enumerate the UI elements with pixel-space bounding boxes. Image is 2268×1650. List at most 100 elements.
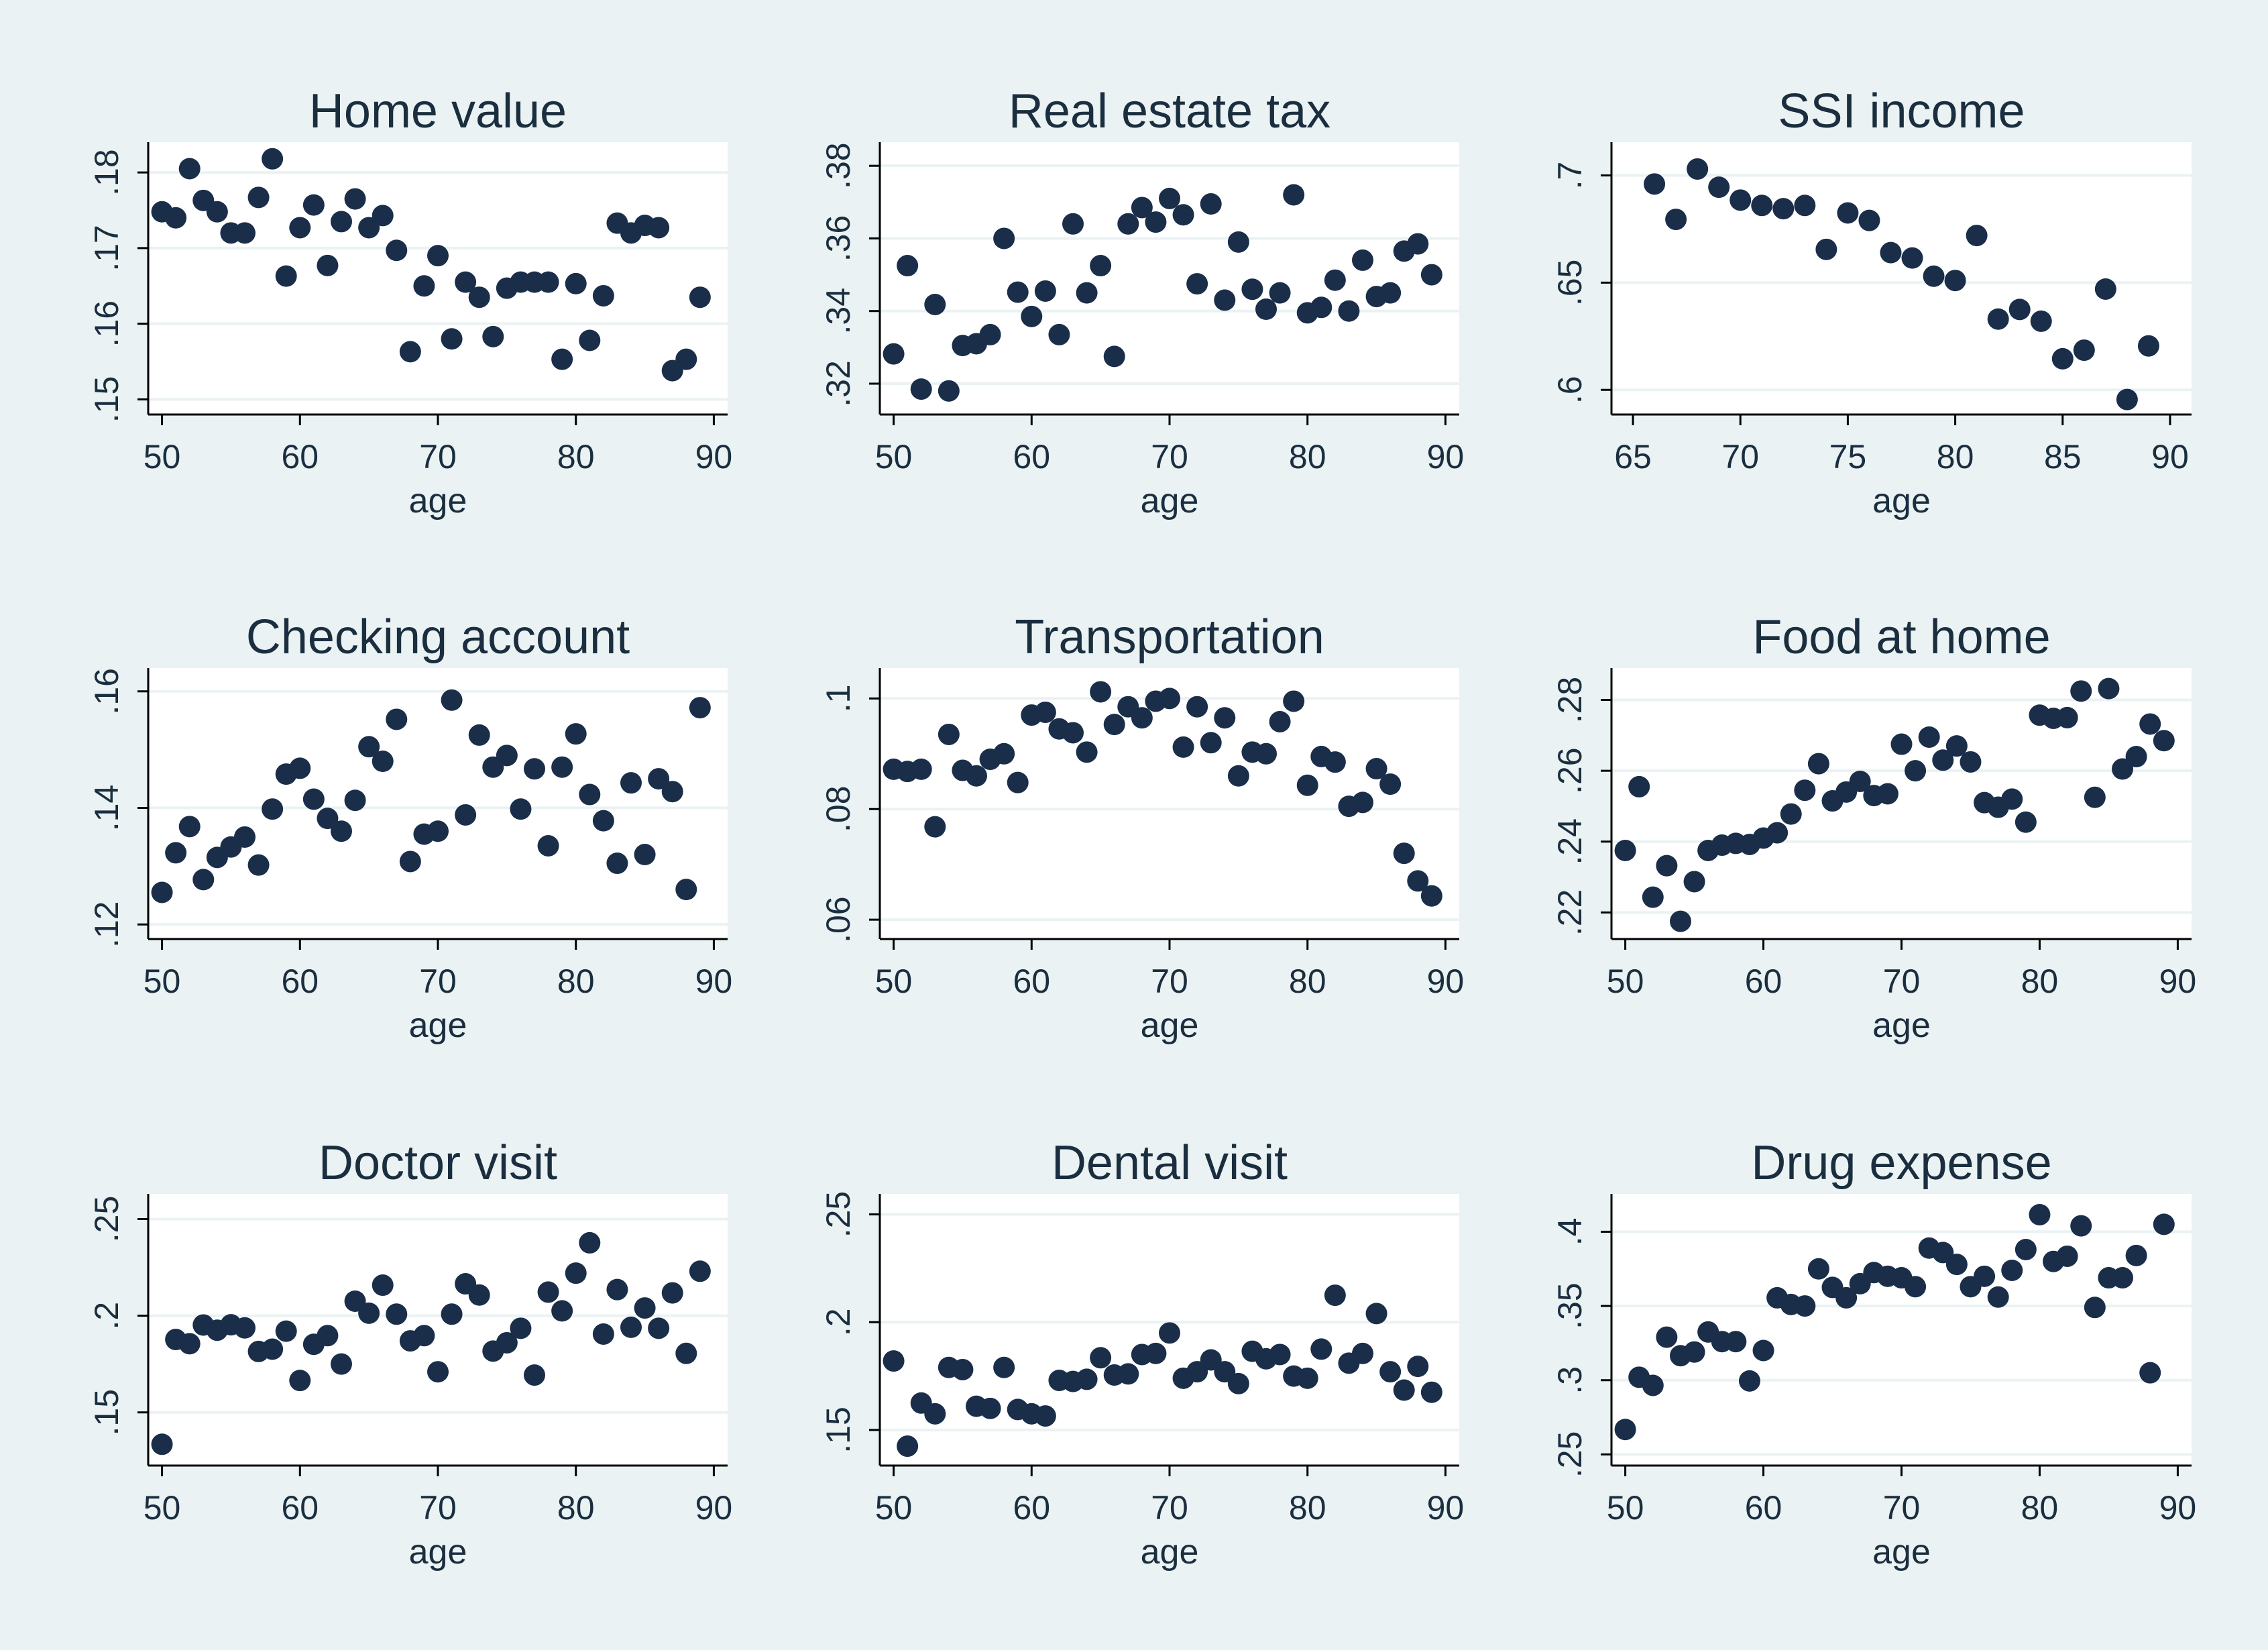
- data-point: [1227, 1372, 1249, 1394]
- data-point: [1794, 779, 1816, 802]
- data-point: [2139, 713, 2161, 735]
- y-tick-label: .15: [88, 376, 125, 423]
- data-point: [1172, 204, 1194, 226]
- data-point: [883, 343, 905, 365]
- data-point: [317, 1325, 339, 1347]
- data-point: [427, 820, 449, 842]
- data-point: [1283, 184, 1305, 206]
- data-point: [924, 1402, 946, 1425]
- data-point: [1876, 783, 1898, 805]
- data-point: [1034, 280, 1056, 302]
- panel-3: 50 60 70 80 90 .12 .14 .16 Checking account age: [88, 610, 732, 1045]
- data-point: [1200, 732, 1222, 754]
- x-tick-label: 50: [144, 438, 181, 476]
- y-tick-label: .2: [88, 1302, 125, 1330]
- data-point: [1131, 197, 1153, 219]
- data-point: [399, 850, 421, 873]
- data-point: [537, 1281, 559, 1303]
- y-tick-label: .28: [1551, 677, 1589, 724]
- x-tick-label: 60: [1745, 1489, 1782, 1527]
- data-point: [1815, 238, 1837, 260]
- data-point: [551, 1300, 573, 1322]
- data-point: [441, 328, 463, 350]
- data-point: [1644, 173, 1666, 195]
- x-tick-label: 90: [2159, 1489, 2197, 1527]
- panel-7: 50 60 70 80 90 .15 .2 .25 Dental visit age: [819, 1136, 1464, 1572]
- x-tick-label: 70: [419, 1489, 457, 1527]
- plot-area: [1611, 668, 2192, 939]
- x-tick-label: 60: [1745, 963, 1782, 1000]
- panel-title: SSI income: [1778, 85, 2025, 138]
- data-point: [1794, 195, 1816, 217]
- data-point: [1932, 749, 1954, 771]
- x-tick-label: 50: [875, 438, 913, 476]
- data-point: [524, 1364, 545, 1386]
- data-point: [579, 783, 601, 806]
- data-point: [1835, 1286, 1858, 1309]
- data-point: [966, 765, 987, 787]
- data-point: [1159, 688, 1180, 710]
- data-point: [2125, 1244, 2147, 1266]
- data-point: [262, 148, 284, 170]
- data-point: [1614, 1419, 1636, 1441]
- data-point: [938, 723, 960, 745]
- data-point: [247, 186, 270, 209]
- data-point: [234, 222, 256, 244]
- data-point: [2015, 811, 2037, 833]
- panel-1: 50 60 70 80 90 .32 .34 .36 .38 Real estate tax age: [819, 85, 1464, 520]
- y-tick-label: .16: [88, 300, 125, 347]
- data-point: [1393, 1379, 1415, 1401]
- data-point: [1987, 1286, 2009, 1308]
- x-tick-label: 70: [419, 438, 457, 476]
- x-tick-label: 90: [1427, 1489, 1465, 1527]
- data-point: [2056, 1245, 2078, 1267]
- data-point: [1669, 910, 1691, 932]
- data-point: [302, 788, 325, 810]
- y-tick-label: .4: [1551, 1218, 1589, 1246]
- data-point: [1365, 758, 1387, 780]
- data-point: [537, 271, 559, 293]
- data-point: [979, 1397, 1001, 1419]
- data-point: [386, 708, 408, 730]
- data-point: [910, 378, 932, 400]
- x-axis-label: age: [409, 1006, 467, 1045]
- data-point: [413, 1325, 435, 1347]
- data-point: [441, 689, 463, 711]
- panel-8: 50 60 70 80 90 .25 .3 .35 .4 Drug expense age: [1551, 1136, 2196, 1572]
- data-point: [1407, 870, 1429, 892]
- data-point: [661, 781, 683, 803]
- panel-title: Transportation: [1015, 610, 1324, 664]
- y-tick-label: .14: [88, 785, 125, 832]
- data-point: [1807, 1258, 1829, 1280]
- data-point: [165, 207, 187, 229]
- data-point: [1656, 1326, 1678, 1348]
- data-point: [1117, 1363, 1139, 1385]
- data-point: [455, 804, 477, 826]
- data-point: [1752, 1339, 1774, 1362]
- y-tick-label: .3: [1551, 1366, 1589, 1394]
- x-tick-label: 90: [695, 438, 733, 476]
- data-point: [993, 227, 1015, 250]
- x-tick-label: 65: [1614, 438, 1652, 476]
- data-point: [1186, 273, 1208, 295]
- data-point: [565, 272, 587, 294]
- data-point: [2001, 1259, 2023, 1281]
- data-point: [386, 1303, 408, 1325]
- x-tick-label: 70: [1883, 963, 1921, 1000]
- data-point: [413, 275, 435, 297]
- x-tick-label: 70: [1151, 438, 1188, 476]
- data-point: [1021, 305, 1043, 327]
- data-point: [1090, 255, 1112, 277]
- data-point: [1283, 690, 1305, 712]
- data-point: [1048, 323, 1070, 345]
- data-point: [579, 329, 601, 351]
- y-tick-label: .22: [1551, 889, 1589, 936]
- x-tick-label: 70: [1883, 1489, 1921, 1527]
- y-tick-label: .34: [819, 288, 857, 335]
- data-point: [1186, 696, 1208, 718]
- x-axis-label: age: [409, 1533, 467, 1572]
- data-point: [1269, 1343, 1291, 1366]
- data-point: [2070, 1215, 2092, 1237]
- data-point: [317, 254, 339, 276]
